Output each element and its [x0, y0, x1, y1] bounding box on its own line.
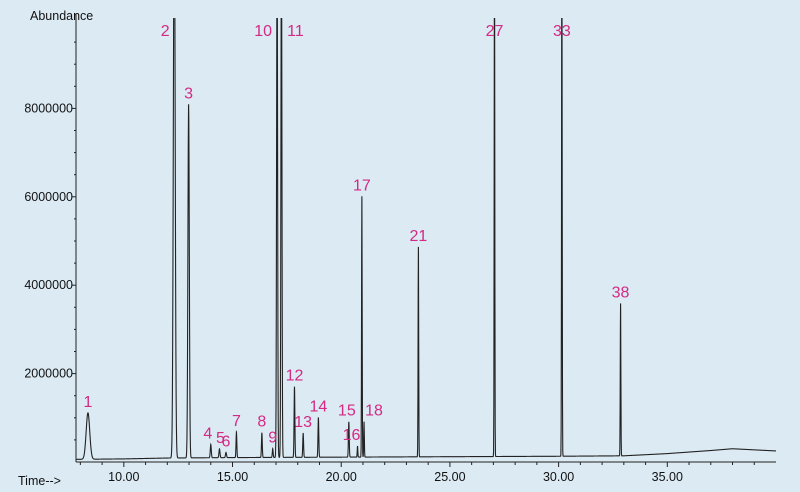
peak-label-10: 10 [254, 23, 272, 40]
x-tick-label: 25.00 [434, 470, 465, 484]
peak-label-5: 5 [216, 430, 225, 447]
peak-label-16: 16 [343, 427, 361, 444]
y-axis-title: Abundance [30, 9, 93, 23]
peak-label-11: 11 [287, 23, 304, 40]
x-tick-label: 20.00 [326, 470, 357, 484]
peak-label-7: 7 [232, 413, 241, 430]
peak-label-13: 13 [294, 414, 312, 431]
peak-label-21: 21 [409, 228, 427, 245]
peak-label-14: 14 [309, 398, 327, 415]
y-tick-label: 6000000 [24, 190, 73, 204]
x-axis-title: Time--> [18, 474, 61, 488]
peak-label-2: 2 [161, 23, 170, 40]
peak-label-17: 17 [353, 177, 371, 194]
peak-label-4: 4 [203, 425, 212, 442]
x-tick-label: 30.00 [543, 470, 574, 484]
peak-label-27: 27 [486, 23, 504, 40]
peak-label-38: 38 [612, 284, 630, 301]
peak-label-9: 9 [268, 430, 277, 447]
peak-label-8: 8 [257, 414, 266, 431]
peak-label-1: 1 [84, 394, 93, 411]
peak-label-18: 18 [365, 403, 383, 420]
peak-label-33: 33 [553, 23, 571, 40]
peak-label-6: 6 [222, 433, 231, 450]
y-tick-label: 8000000 [24, 101, 73, 115]
x-tick-label: 35.00 [652, 470, 683, 484]
plot-area [76, 18, 777, 460]
series-trace [76, 18, 777, 460]
x-tick-label: 10.00 [108, 470, 139, 484]
peak-label-12: 12 [286, 368, 304, 385]
axes: 2000000 4000000 6000000 8000000 10.00 15.00 20… [18, 9, 776, 488]
peak-label-15: 15 [338, 403, 356, 420]
x-tick-label: 15.00 [217, 470, 248, 484]
y-tick-label: 2000000 [24, 367, 73, 381]
y-tick-label: 4000000 [24, 278, 73, 292]
peak-label-3: 3 [184, 85, 193, 102]
